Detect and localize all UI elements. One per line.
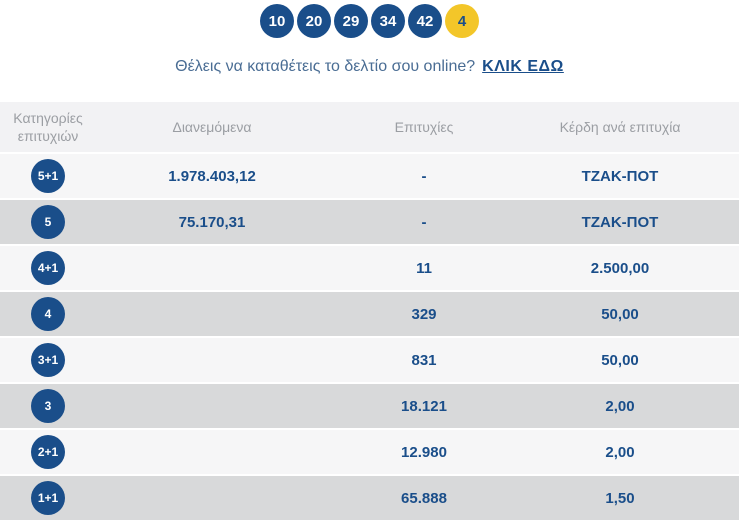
wins-cell: - bbox=[421, 213, 427, 231]
category-cell: 3 bbox=[0, 389, 96, 423]
prize-cell: 50,00 bbox=[601, 351, 639, 369]
table-row: 3 18.121 2,00 bbox=[0, 382, 739, 428]
winning-number-ball: 20 bbox=[297, 4, 331, 38]
winning-number-ball: 34 bbox=[371, 4, 405, 38]
category-badge: 3 bbox=[31, 389, 65, 423]
category-cell: 3+1 bbox=[0, 343, 96, 377]
cta-link[interactable]: ΚΛΙΚ ΕΔΩ bbox=[482, 58, 564, 75]
table-row: 2+1 12.980 2,00 bbox=[0, 428, 739, 474]
cta-text: Θέλεις να καταθέτεις το δελτίο σου onlin… bbox=[175, 58, 476, 75]
table-row: 1+1 65.888 1,50 bbox=[0, 474, 739, 520]
category-cell: 4 bbox=[0, 297, 96, 331]
prize-cell: 2,00 bbox=[605, 443, 635, 461]
category-cell: 5 bbox=[0, 205, 96, 239]
category-badge: 1+1 bbox=[31, 481, 65, 515]
header-distributed: Διανεμόμενα bbox=[172, 118, 252, 135]
winning-numbers-row: 10 20 29 34 42 4 bbox=[0, 0, 739, 38]
wins-cell: 12.980 bbox=[401, 443, 447, 461]
category-badge: 4 bbox=[31, 297, 65, 331]
category-badge: 5 bbox=[31, 205, 65, 239]
table-header-row: Κατηγορίες επιτυχιών Διανεμόμενα Επιτυχί… bbox=[0, 102, 739, 152]
bonus-number-ball: 4 bbox=[445, 4, 479, 38]
category-badge: 5+1 bbox=[31, 159, 65, 193]
header-prize-per-win: Κέρδη ανά επιτυχία bbox=[559, 118, 681, 135]
prize-cell: 2,00 bbox=[605, 397, 635, 415]
distributed-cell: 75.170,31 bbox=[178, 213, 246, 231]
table-row: 5+1 1.978.403,12 - ΤΖΑΚ-ΠΟΤ bbox=[0, 152, 739, 198]
prize-cell: 50,00 bbox=[601, 305, 639, 323]
wins-cell: - bbox=[421, 167, 427, 185]
wins-cell: 65.888 bbox=[401, 489, 447, 507]
table-body: 5+1 1.978.403,12 - ΤΖΑΚ-ΠΟΤ 5 75.170,31 … bbox=[0, 152, 739, 520]
category-cell: 1+1 bbox=[0, 481, 96, 515]
table-row: 5 75.170,31 - ΤΖΑΚ-ΠΟΤ bbox=[0, 198, 739, 244]
prize-cell: ΤΖΑΚ-ΠΟΤ bbox=[581, 167, 659, 185]
winning-number-ball: 29 bbox=[334, 4, 368, 38]
prize-categories-table: Κατηγορίες επιτυχιών Διανεμόμενα Επιτυχί… bbox=[0, 102, 739, 520]
wins-cell: 18.121 bbox=[401, 397, 447, 415]
wins-cell: 11 bbox=[416, 259, 432, 277]
wins-cell: 329 bbox=[411, 305, 437, 323]
header-categories: Κατηγορίες επιτυχιών bbox=[13, 109, 83, 144]
category-cell: 5+1 bbox=[0, 159, 96, 193]
prize-cell: ΤΖΑΚ-ΠΟΤ bbox=[581, 213, 659, 231]
category-badge: 4+1 bbox=[31, 251, 65, 285]
winning-number-ball: 42 bbox=[408, 4, 442, 38]
distributed-cell: 1.978.403,12 bbox=[168, 167, 256, 185]
table-row: 4+1 11 2.500,00 bbox=[0, 244, 739, 290]
table-row: 3+1 831 50,00 bbox=[0, 336, 739, 382]
prize-cell: 1,50 bbox=[605, 489, 635, 507]
category-badge: 2+1 bbox=[31, 435, 65, 469]
online-cta-line: Θέλεις να καταθέτεις το δελτίο σου onlin… bbox=[0, 58, 739, 80]
winning-number-ball: 10 bbox=[260, 4, 294, 38]
category-cell: 4+1 bbox=[0, 251, 96, 285]
table-row: 4 329 50,00 bbox=[0, 290, 739, 336]
header-wins: Επιτυχίες bbox=[394, 118, 454, 135]
category-badge: 3+1 bbox=[31, 343, 65, 377]
category-cell: 2+1 bbox=[0, 435, 96, 469]
prize-cell: 2.500,00 bbox=[590, 259, 650, 277]
wins-cell: 831 bbox=[411, 351, 437, 369]
